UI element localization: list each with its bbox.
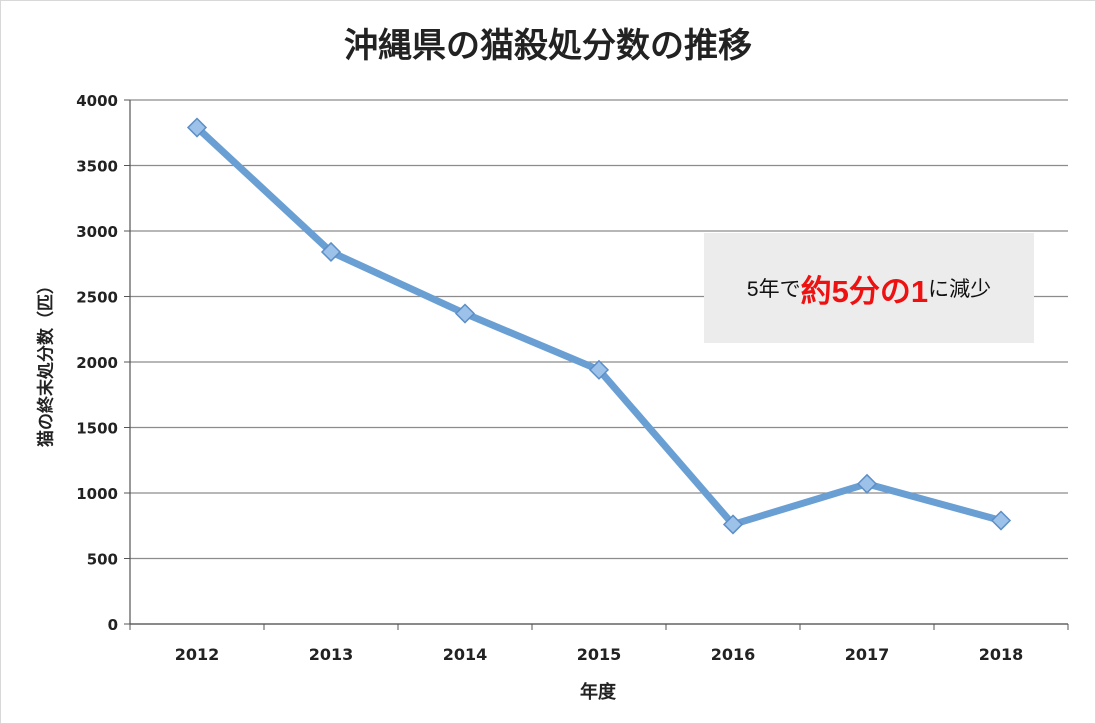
x-tick-label: 2014 — [443, 645, 488, 664]
x-axis-label: 年度 — [580, 682, 616, 703]
y-tick-label: 1000 — [76, 485, 118, 503]
chart-title: 沖縄県の猫殺処分数の推移 — [344, 26, 752, 66]
y-tick-label: 3500 — [76, 158, 118, 176]
x-tick-label: 2013 — [309, 645, 354, 664]
data-point — [722, 514, 744, 535]
x-tick-label: 2017 — [845, 645, 890, 664]
x-tick-label: 2016 — [711, 645, 756, 664]
data-point — [320, 241, 342, 263]
data-point — [454, 303, 476, 324]
y-tick-label: 3000 — [76, 223, 118, 241]
data-point — [990, 510, 1012, 531]
data-point — [588, 359, 610, 380]
y-tick-label: 0 — [108, 616, 118, 634]
x-tick-label: 2015 — [577, 645, 622, 664]
x-tick-label: 2018 — [979, 645, 1024, 664]
data-point — [186, 117, 208, 138]
annotation-highlight: 約5分の1 — [800, 273, 929, 309]
y-tick-label: 2000 — [76, 354, 118, 372]
y-tick-label: 4000 — [76, 92, 118, 110]
y-tick-label: 500 — [87, 551, 118, 569]
annotation-box: 5年で 約5分の1 に減少 — [704, 233, 1034, 343]
y-tick-label: 2500 — [76, 289, 118, 307]
y-axis-label: 猫の終末処分数（匹） — [36, 277, 57, 447]
data-point — [856, 473, 878, 494]
annotation-text-part1: 5年で — [746, 278, 801, 301]
y-tick-label: 1500 — [76, 420, 118, 438]
x-tick-label: 2012 — [175, 645, 220, 664]
annotation-text-part3: に減少 — [928, 278, 992, 301]
